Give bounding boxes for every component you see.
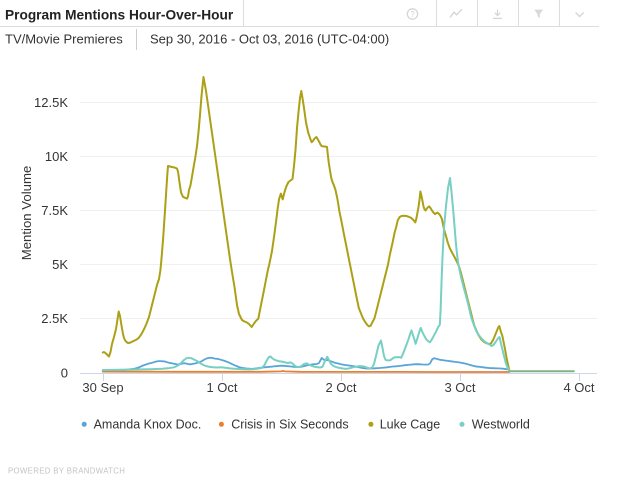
svg-text:7.5K: 7.5K xyxy=(41,203,68,218)
svg-text:Luke Cage: Luke Cage xyxy=(380,418,441,432)
svg-text:Westworld: Westworld xyxy=(472,418,530,432)
svg-text:Amanda Knox Doc.: Amanda Knox Doc. xyxy=(94,418,202,432)
svg-text:12.5K: 12.5K xyxy=(34,95,68,110)
svg-text:30 Sep: 30 Sep xyxy=(82,380,123,395)
svg-text:4 Oct: 4 Oct xyxy=(563,380,594,395)
svg-text:Sep 30, 2016 - Oct 03, 2016 (U: Sep 30, 2016 - Oct 03, 2016 (UTC-04:00) xyxy=(150,32,389,47)
svg-text:Crisis in Six Seconds: Crisis in Six Seconds xyxy=(231,418,348,432)
svg-text:POWERED BY BRANDWATCH: POWERED BY BRANDWATCH xyxy=(8,467,125,476)
svg-text:Program Mentions Hour-Over-Hou: Program Mentions Hour-Over-Hour xyxy=(5,8,234,23)
svg-text:10K: 10K xyxy=(45,149,68,164)
svg-text:3 Oct: 3 Oct xyxy=(444,380,475,395)
svg-text:Mention Volume: Mention Volume xyxy=(19,166,34,261)
svg-text:TV/Movie Premieres: TV/Movie Premieres xyxy=(5,32,123,47)
svg-text:1 Oct: 1 Oct xyxy=(206,380,237,395)
svg-text:?: ? xyxy=(410,10,415,19)
svg-text:2 Oct: 2 Oct xyxy=(325,380,356,395)
svg-text:0: 0 xyxy=(61,366,68,381)
svg-text:2.5K: 2.5K xyxy=(41,311,68,326)
svg-text:5K: 5K xyxy=(52,257,68,272)
